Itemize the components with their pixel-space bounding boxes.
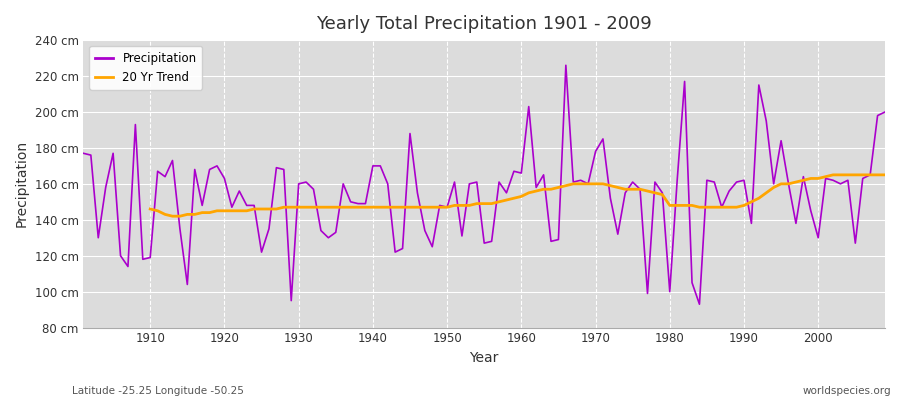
Text: Latitude -25.25 Longitude -50.25: Latitude -25.25 Longitude -50.25 [72,386,244,396]
Text: worldspecies.org: worldspecies.org [803,386,891,396]
X-axis label: Year: Year [470,351,499,365]
Y-axis label: Precipitation: Precipitation [15,140,29,228]
Legend: Precipitation, 20 Yr Trend: Precipitation, 20 Yr Trend [89,46,202,90]
Title: Yearly Total Precipitation 1901 - 2009: Yearly Total Precipitation 1901 - 2009 [316,15,652,33]
